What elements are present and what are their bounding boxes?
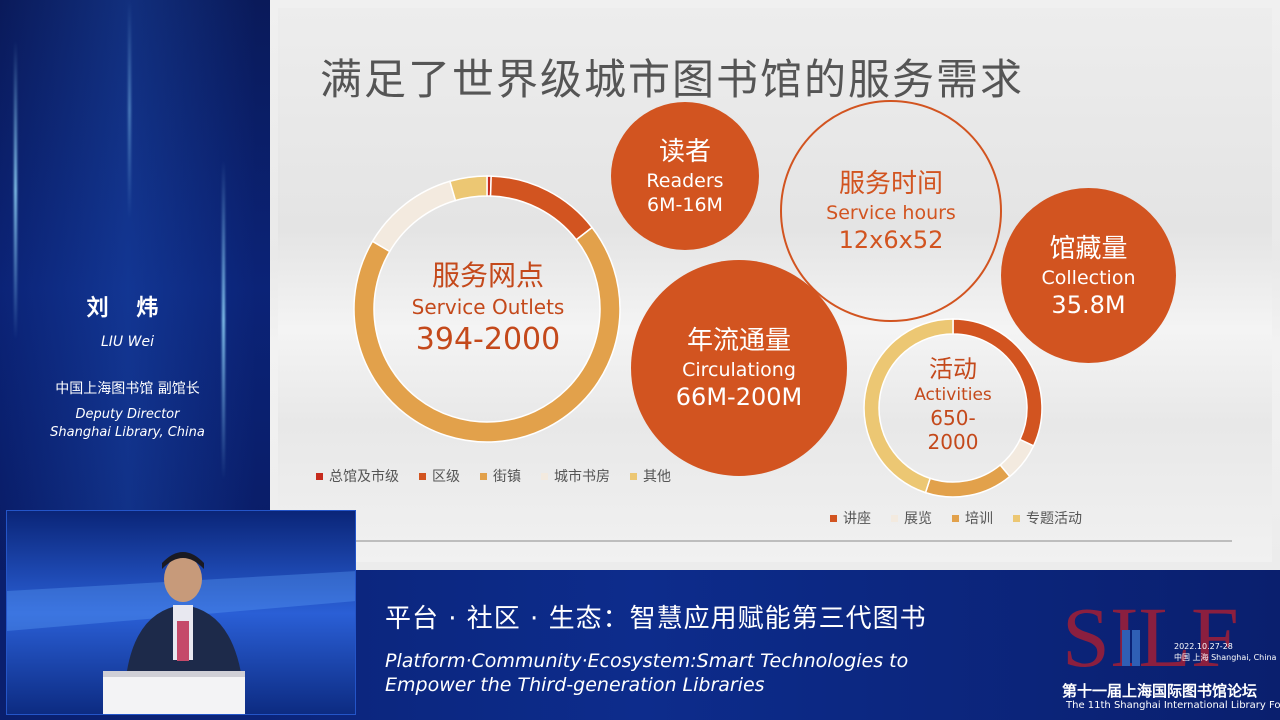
circulation-cn: 年流通量 [686, 326, 791, 356]
presentation-slide: 满足了世界级城市图书馆的服务需求 服务网点 Service Outlets 39… [270, 0, 1280, 570]
legend-item: 讲座 [830, 508, 871, 528]
slide-canvas: 满足了世界级城市图书馆的服务需求 服务网点 Service Outlets 39… [278, 8, 1272, 562]
talk-title-en-line2: Empower the Third-generation Libraries [385, 674, 765, 696]
service-hours-value: 12x6x52 [838, 226, 944, 254]
speaker-video-frame [7, 511, 355, 714]
silf-logo-icon: SILF [1062, 590, 1239, 680]
speaker-role-line2: Shanghai Library, China [50, 425, 205, 440]
legend-item: 街镇 [480, 466, 521, 486]
legend-label: 城市书房 [554, 469, 610, 485]
service-outlets-donut [353, 175, 621, 443]
legend-swatch [541, 472, 548, 480]
legend-item: 专题活动 [1013, 508, 1082, 528]
activities-cn: 活动 [929, 355, 977, 383]
readers-en: Readers [646, 170, 724, 192]
donut-slice-区级 [489, 175, 594, 241]
talk-title-en-line1: Platform·Community·Ecosystem:Smart Techn… [385, 650, 909, 672]
legend-item: 培训 [952, 508, 993, 528]
legend-item: 其他 [630, 466, 671, 486]
light-streak [14, 40, 17, 340]
activities-legend: 讲座 展览 培训 专题活动 [830, 508, 1082, 528]
circulation-value: 66M-200M [675, 383, 803, 411]
light-streak [128, 0, 131, 220]
slide-title: 满足了世界级城市图书馆的服务需求 [320, 55, 1025, 104]
service-outlets-label: 服务网点 Service Outlets 394-2000 [388, 258, 588, 360]
legend-label: 其他 [643, 469, 671, 485]
donut-slice-其他 [448, 175, 488, 202]
legend-item: 城市书房 [541, 466, 610, 486]
legend-label: 总馆及市级 [329, 469, 399, 485]
readers-cn: 读者 [658, 137, 711, 167]
service-outlets-en: Service Outlets [411, 295, 565, 319]
legend-item: 展览 [891, 508, 932, 528]
legend-swatch [419, 472, 426, 480]
donut-slice-专题活动 [863, 318, 954, 494]
legend-item: 区级 [419, 466, 460, 486]
legend-label: 展览 [904, 511, 932, 527]
forum-name-en: The 11th Shanghai International Library … [1066, 700, 1280, 711]
legend-swatch [316, 472, 323, 480]
legend-label: 讲座 [843, 511, 871, 527]
service-hours-bubble: 服务时间 Service hours 12x6x52 [780, 100, 1002, 322]
legend-label: 专题活动 [1026, 511, 1082, 527]
legend-swatch [830, 514, 837, 522]
silf-logo-text: SILF [1062, 590, 1239, 680]
donut-slice-培训 [924, 463, 1011, 498]
legend-label: 街镇 [493, 469, 521, 485]
collection-cn: 馆藏量 [1049, 233, 1128, 264]
legend-swatch [1013, 514, 1020, 522]
readers-bubble: 读者 Readers 6M-16M [611, 102, 759, 250]
readers-value: 6M-16M [647, 194, 723, 216]
talk-title: 平台 · 社区 · 生态：智慧应用赋能第三代图书 Platform·Commun… [385, 598, 927, 697]
collection-value: 35.8M [1051, 290, 1126, 319]
legend-label: 区级 [432, 469, 460, 485]
legend-swatch [952, 514, 959, 522]
light-streak [222, 160, 225, 480]
speaker-name-en: LIU Wei [101, 334, 154, 350]
forum-logo: SILF 2022.10.27-28 中国 上海 Shanghai, China… [1062, 590, 1280, 715]
circulation-bubble: 年流通量 Circulationg 66M-200M [631, 260, 847, 476]
legend-label: 培训 [965, 511, 993, 527]
activities-donut [863, 318, 1043, 498]
collection-en: Collection [1041, 266, 1136, 289]
outlets-legend: 总馆及市级 区级 街镇 城市书房 其他 [316, 466, 671, 486]
speaker-role-line1: Deputy Director [75, 407, 180, 422]
activities-value-line2: 2000 [927, 430, 979, 454]
service-hours-cn: 服务时间 [838, 169, 943, 199]
slide-divider [318, 540, 1232, 542]
forum-name-cn: 第十一届上海国际图书馆论坛 [1062, 682, 1258, 700]
circulation-en: Circulationg [682, 359, 796, 381]
activities-label: 活动 Activities 650- 2000 [893, 354, 1013, 454]
forum-place: 中国 上海 Shanghai, China [1174, 653, 1277, 662]
donut-slice-城市书房 [371, 180, 457, 253]
service-outlets-value: 394-2000 [415, 322, 561, 357]
speaker-name: 刘 炜 [86, 296, 169, 321]
forum-date: 2022.10.27-28 [1174, 642, 1233, 651]
activities-en: Activities [914, 385, 992, 405]
service-outlets-cn: 服务网点 [431, 259, 544, 292]
legend-swatch [480, 472, 487, 480]
speaker-info: 刘 炜 LIU Wei 中国上海图书馆 副馆长 Deputy Director … [0, 290, 255, 442]
speaker-video [6, 510, 356, 715]
talk-title-cn: 平台 · 社区 · 生态：智慧应用赋能第三代图书 [385, 604, 927, 634]
legend-swatch [630, 472, 637, 480]
service-hours-en: Service hours [826, 202, 956, 224]
legend-swatch [891, 514, 898, 522]
speaker-organization: 中国上海图书馆 副馆长 [55, 381, 200, 397]
activities-value-line1: 650- [930, 406, 976, 430]
legend-item: 总馆及市级 [316, 466, 399, 486]
collection-bubble: 馆藏量 Collection 35.8M [1001, 188, 1176, 363]
